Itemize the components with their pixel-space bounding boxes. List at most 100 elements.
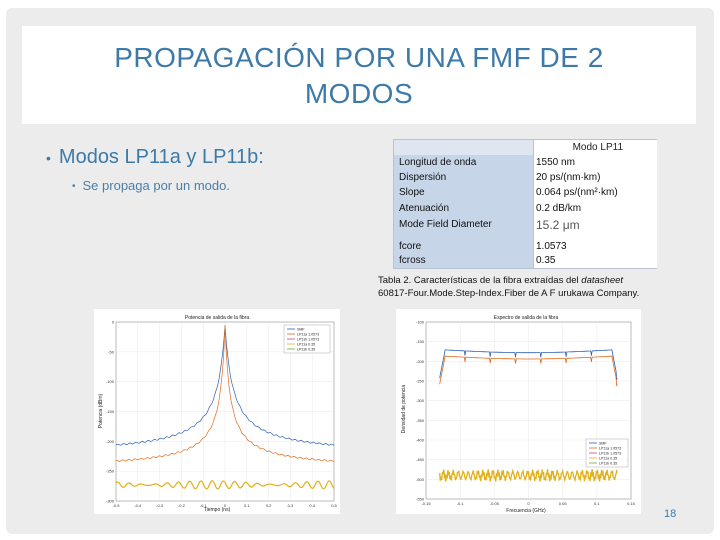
table-row-label: Dispersión [399, 172, 447, 183]
x-tick-label: 0 [224, 503, 227, 508]
table-header: Modo LP11 [533, 140, 657, 156]
caption-italic: datasheet [581, 275, 624, 286]
series-line [439, 349, 618, 381]
x-tick-label: 0.15 [627, 501, 636, 506]
x-tick-label: -0.2 [178, 503, 186, 508]
x-tick-label: 0.05 [559, 501, 568, 506]
page-number: 18 [664, 508, 677, 520]
table-row-value: 1.0573 [536, 241, 567, 252]
y-tick-label: 0 [112, 320, 115, 325]
y-tick-label: -450 [416, 457, 425, 462]
legend-label: LP11a 1.0573 [599, 446, 621, 450]
legend-label: LP11b 0.35 [297, 347, 315, 351]
chart-title: Potencia de salida de la fibra [185, 315, 249, 321]
x-tick-label: 0.1 [244, 503, 250, 508]
table-row-label: Mode Field Diameter [399, 219, 492, 230]
table-row-value: 0.064 ps/(nm²·km) [536, 187, 618, 198]
table-row-label: fcore [399, 241, 422, 252]
legend-label: LP11b 0.35 [599, 461, 617, 465]
y-tick-label: -300 [106, 499, 115, 504]
series-lines [439, 349, 618, 483]
y-axis-label: Densidad de potencia [401, 385, 407, 434]
table-value-column [533, 155, 657, 268]
x-tick-label: 0.2 [266, 503, 272, 508]
x-tick-label: 0.4 [309, 503, 315, 508]
y-tick-label: -50 [108, 349, 115, 354]
table-row-value: 1550 nm [536, 157, 575, 168]
y-axis-label: Potencia (dBm) [98, 393, 104, 428]
x-tick-label: -0.15 [421, 501, 431, 506]
bullet-main-text: Modos LP11a y LP11b: [58, 146, 264, 168]
y-tick-label: -550 [416, 497, 425, 502]
caption-suffix: 60817-Four.Mode.Step-Index.Fiber de A F … [378, 288, 640, 299]
table-row-value: 0.2 dB/km [536, 203, 582, 214]
table-header-label: Modo LP11 [572, 142, 623, 153]
x-tick-labels: -0.5 -0.4 -0.3 -0.2 -0.1 0 0.1 0.2 0.3 0.4 0.5 [113, 503, 338, 508]
y-tick-label: -200 [106, 439, 115, 444]
y-tick-label: -150 [106, 409, 115, 414]
table-row-label: fcross [399, 255, 426, 266]
y-tick-label: -250 [416, 379, 425, 384]
x-axis-label: Frecuencia (GHz) [506, 508, 546, 514]
title-line-2: MODOS [304, 78, 414, 109]
legend-label: SMF [297, 327, 305, 331]
table-row-label: Slope [399, 187, 425, 198]
x-tick-label: -0.1 [200, 503, 208, 508]
title-box: PROPAGACIÓN POR UNA FMF DE 2 MODOS [22, 26, 696, 124]
x-tick-labels: -0.15 -0.1 -0.05 0 0.05 0.1 0.15 [421, 501, 635, 506]
slide-title: PROPAGACIÓN POR UNA FMF DE 2 MODOS [22, 40, 696, 112]
series-line [439, 468, 618, 483]
y-tick-label: -500 [416, 477, 425, 482]
table-row-value: 20 ps/(nm·km) [536, 172, 601, 183]
legend-label: SMF [599, 441, 607, 445]
bullet-main: • Modos LP11a y LP11b: [46, 146, 264, 169]
x-tick-label: 0.5 [331, 503, 337, 508]
series-line [439, 355, 618, 387]
x-tick-label: -0.05 [490, 501, 500, 506]
table-label-column [394, 155, 533, 268]
legend-label: LP11a 1.0573 [297, 332, 319, 336]
legend-label: LP11a 0.35 [599, 456, 617, 460]
time-domain-plot: Potencia de salida de la fibra 0 -50 -100 -… [94, 309, 340, 514]
x-tick-label: 0.3 [288, 503, 294, 508]
fiber-characteristics-table: Modo LP11 Longitud de onda 1550 nm Dispe… [393, 139, 657, 269]
title-line-1: PROPAGACIÓN POR UNA FMF DE 2 [114, 42, 604, 73]
table-caption: Tabla 2. Características de la fibra ext… [378, 274, 678, 300]
series-lines [115, 325, 335, 490]
bullet-dot-icon: • [46, 149, 51, 166]
bullet-sub-text: Se propaga por un modo. [82, 178, 230, 193]
spectrum-plot: Espectro de salida de la fibra -100 -150-… [396, 309, 641, 514]
x-tick-label: -0.3 [156, 503, 164, 508]
y-tick-label: -200 [416, 359, 425, 364]
y-tick-labels: -100 -150 -200 -250 -300 -350 -400 -450 -500 -550 [416, 320, 425, 502]
series-line [115, 479, 335, 490]
y-tick-label: -400 [416, 438, 425, 443]
x-tick-label: 0.1 [594, 501, 600, 506]
x-axis-label: Tiempo (ns) [204, 507, 231, 513]
bullet-dot-icon: • [72, 181, 76, 193]
caption-prefix: Tabla 2. Características de la fibra ext… [378, 275, 582, 286]
legend-label: LP11b 1.0573 [297, 337, 319, 341]
y-tick-labels: 0 -50 -100 -150 -200 -250 -300 [106, 320, 115, 504]
bullet-sub: • Se propaga por un modo. [72, 178, 230, 193]
y-tick-label: -100 [106, 379, 115, 384]
table-row-label: Atenuación [399, 203, 450, 214]
x-tick-label: -0.1 [457, 501, 465, 506]
y-tick-label: -250 [106, 469, 115, 474]
table-row-value: 0.35 [536, 255, 556, 266]
spectrum-chart: Espectro de salida de la fibra -100-150-… [401, 315, 636, 514]
y-tick-label: -300 [416, 398, 425, 403]
time-domain-chart: Potencia de salida de la fibra 0 -50 -100 -… [98, 315, 338, 513]
legend-label: LP11a 0.35 [297, 342, 315, 346]
legend-label: LP11b 1.0573 [599, 451, 621, 455]
x-tick-label: -0.4 [134, 503, 142, 508]
series-line [115, 325, 335, 463]
table-row-label: Longitud de onda [399, 157, 477, 168]
y-tick-label: -350 [416, 418, 425, 423]
x-tick-label: -0.5 [113, 503, 121, 508]
grid-lines [425, 321, 632, 500]
